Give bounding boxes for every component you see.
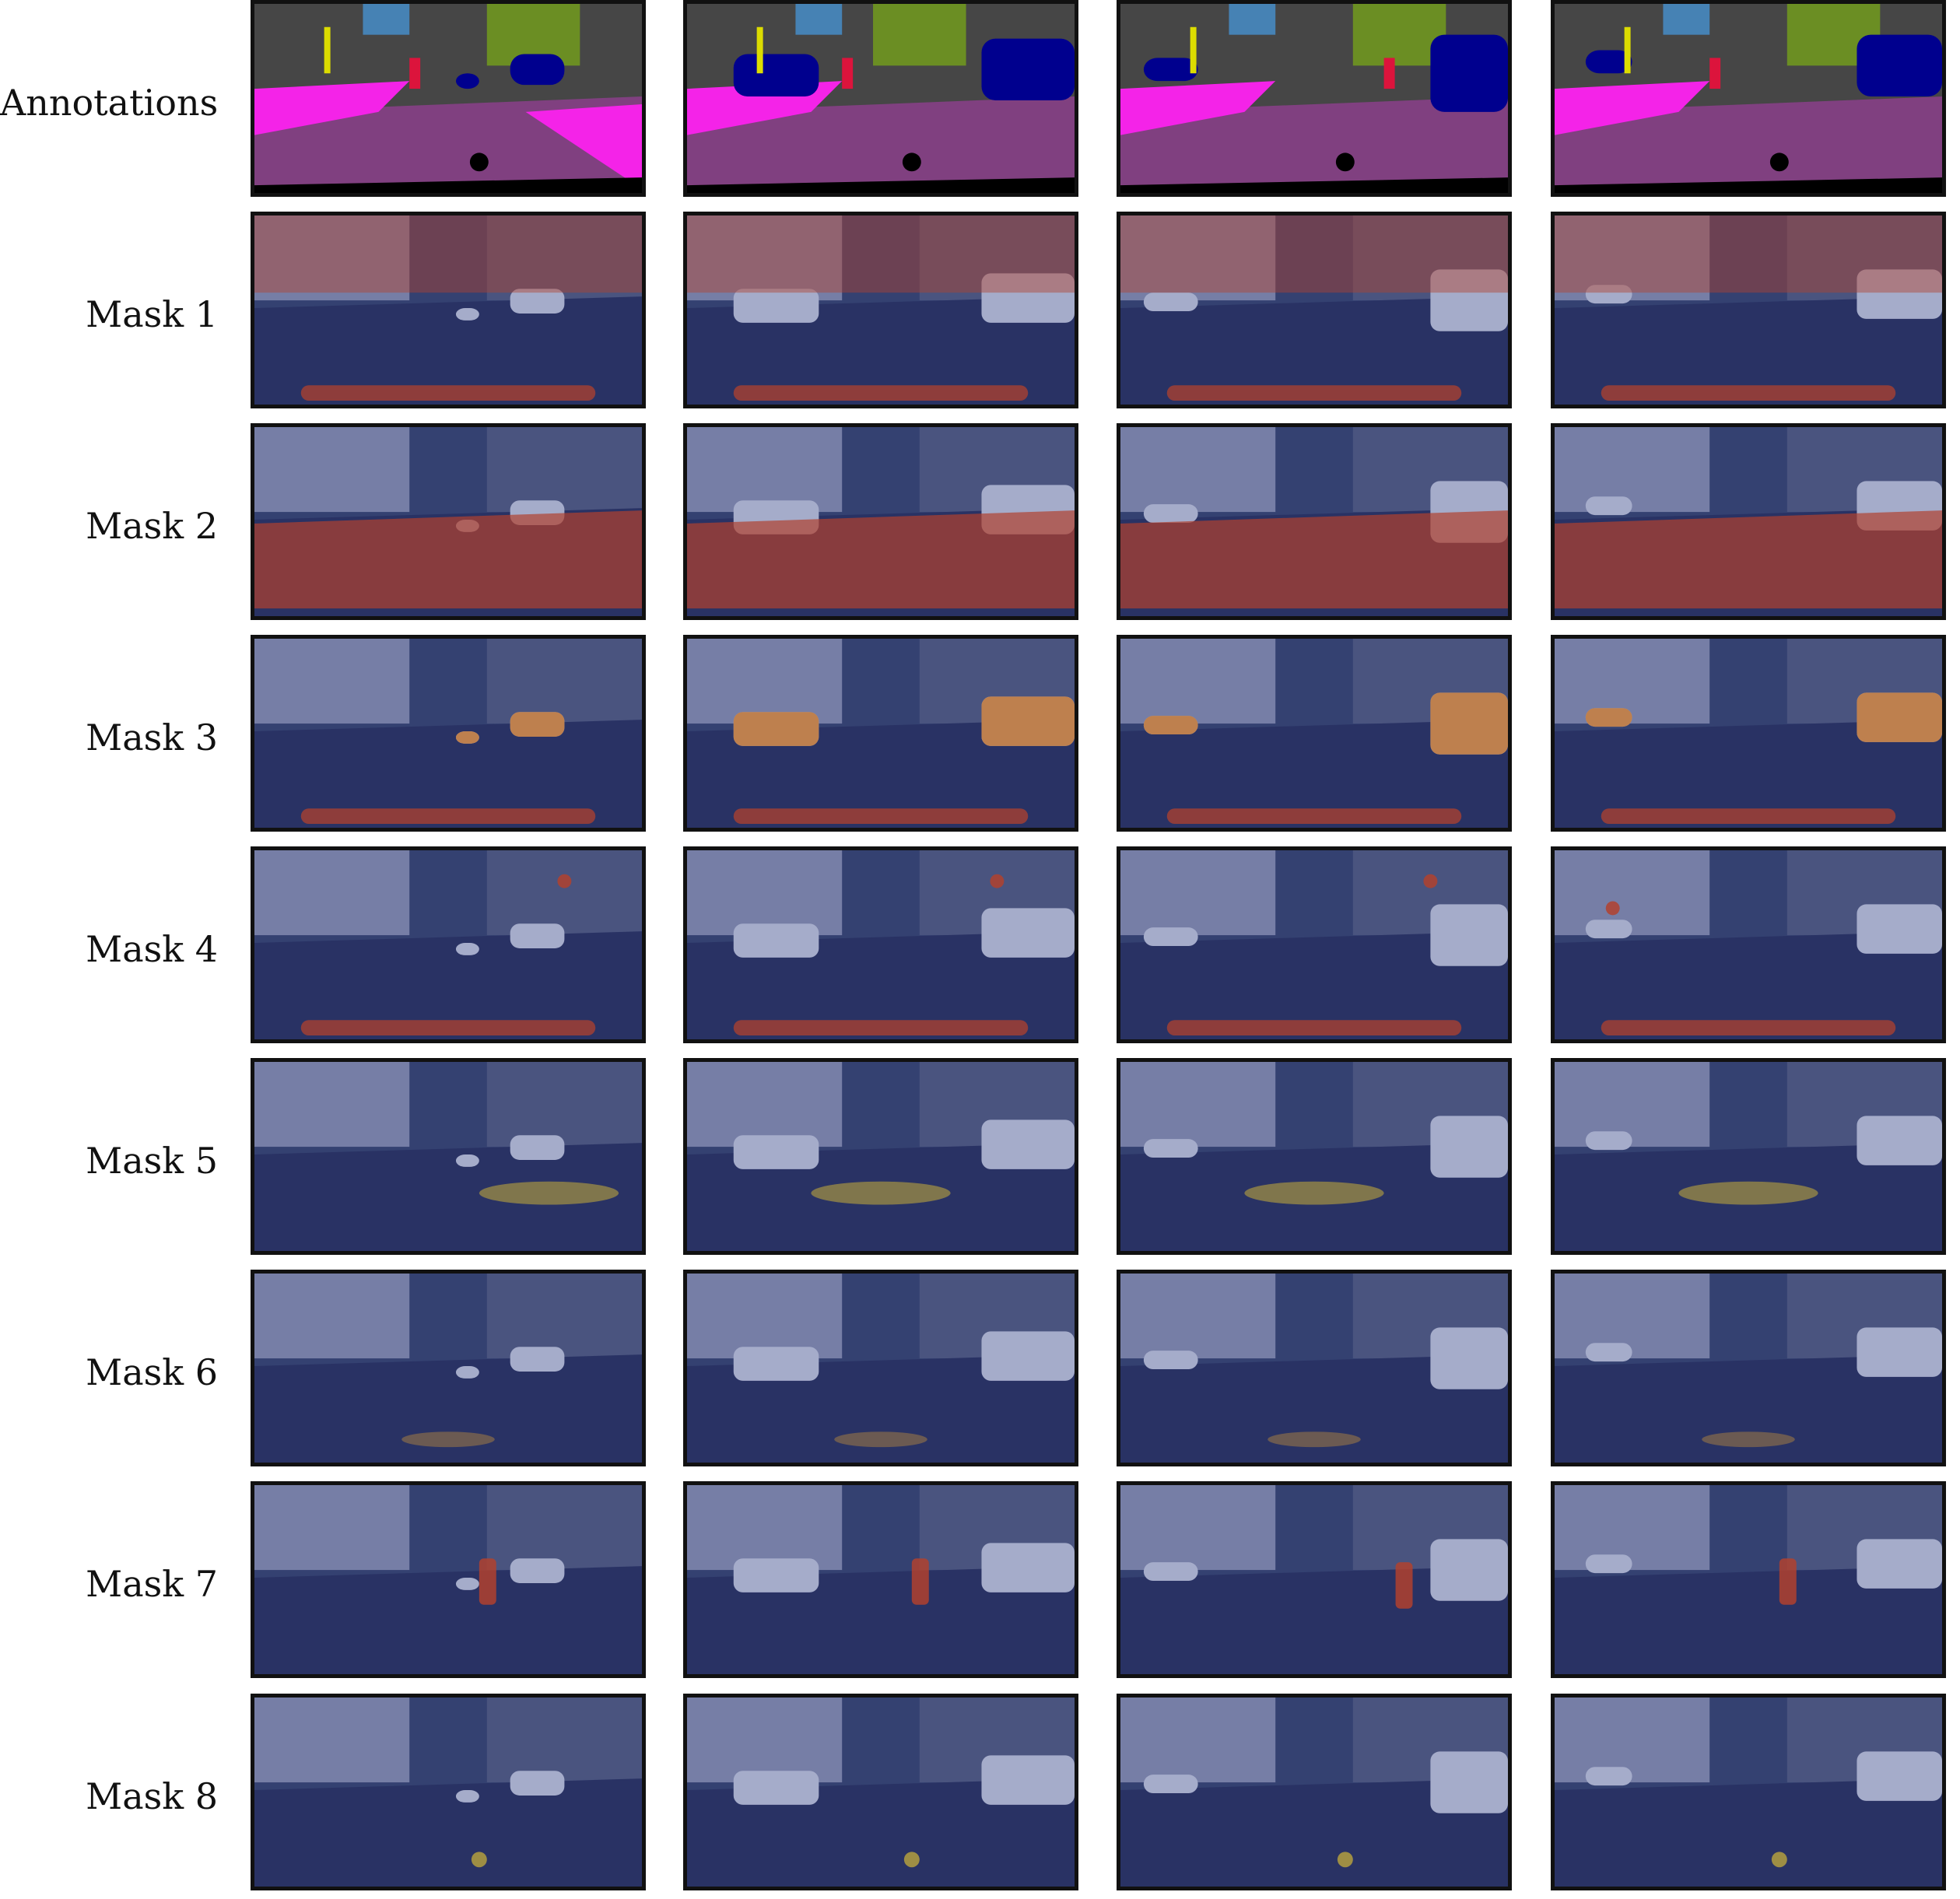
annotation-image — [251, 0, 646, 197]
mask-overlay-image — [1551, 423, 1946, 620]
row-label: Mask 3 — [86, 717, 218, 759]
mask-overlay-image — [1551, 212, 1946, 408]
mask-overlay-image — [683, 423, 1078, 620]
mask-overlay-image — [683, 1058, 1078, 1255]
mask-overlay-image — [683, 1481, 1078, 1678]
mask-overlay-image — [683, 635, 1078, 832]
mask-overlay-image — [251, 423, 646, 620]
mask-overlay-image — [1551, 1058, 1946, 1255]
row-label: Mask 5 — [86, 1140, 218, 1182]
mask-overlay-image — [251, 635, 646, 832]
mask-overlay-image — [251, 846, 646, 1043]
annotation-image — [683, 0, 1078, 197]
row-label: Mask 6 — [86, 1351, 218, 1393]
row-label: Mask 2 — [86, 505, 218, 547]
mask-overlay-image — [251, 1481, 646, 1678]
mask-overlay-image — [1551, 1481, 1946, 1678]
mask-overlay-image — [1551, 635, 1946, 832]
mask-overlay-image — [251, 212, 646, 408]
mask-overlay-image — [251, 1058, 646, 1255]
row-label: Annotations — [0, 82, 219, 124]
mask-overlay-image — [1551, 1270, 1946, 1466]
mask-overlay-image — [1117, 212, 1512, 408]
row-label: Mask 7 — [86, 1563, 218, 1605]
row-label: Mask 4 — [86, 928, 218, 970]
mask-overlay-image — [683, 1270, 1078, 1466]
mask-overlay-image — [1551, 1694, 1946, 1890]
mask-overlay-image — [683, 1694, 1078, 1890]
row-label: Mask 8 — [86, 1775, 218, 1817]
mask-overlay-image — [683, 212, 1078, 408]
mask-overlay-image — [683, 846, 1078, 1043]
mask-overlay-image — [1117, 846, 1512, 1043]
mask-overlay-image — [1117, 635, 1512, 832]
annotation-image — [1551, 0, 1946, 197]
mask-overlay-image — [1117, 423, 1512, 620]
mask-overlay-image — [251, 1694, 646, 1890]
mask-overlay-image — [1117, 1270, 1512, 1466]
mask-overlay-image — [1117, 1058, 1512, 1255]
mask-overlay-image — [1117, 1694, 1512, 1890]
mask-overlay-image — [1551, 846, 1946, 1043]
mask-overlay-image — [1117, 1481, 1512, 1678]
annotation-image — [1117, 0, 1512, 197]
row-label: Mask 1 — [86, 293, 218, 335]
mask-overlay-image — [251, 1270, 646, 1466]
